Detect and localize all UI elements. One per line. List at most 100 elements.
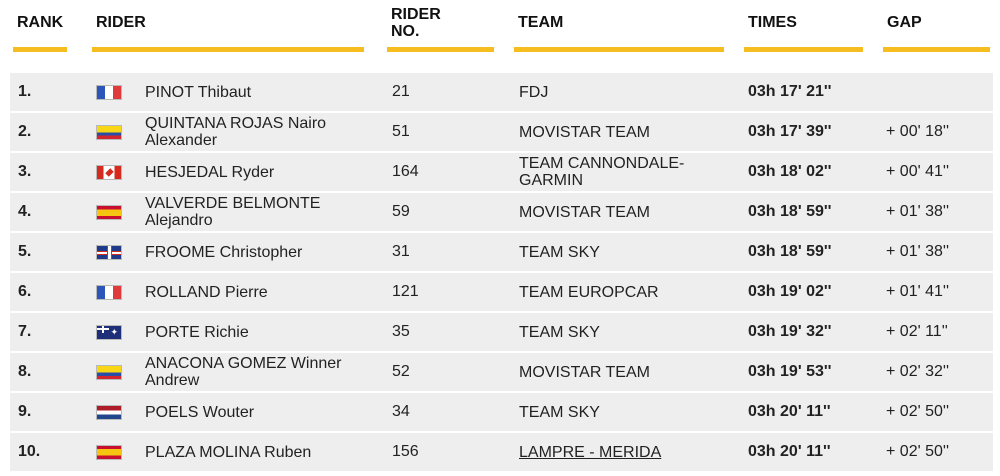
- rider-name[interactable]: ANACONA GOMEZ Winner Andrew: [145, 355, 342, 389]
- table-row[interactable]: 8. ANACONA GOMEZ Winner Andrew 52 MOVIST…: [10, 353, 993, 391]
- team-name[interactable]: TEAM SKY: [519, 323, 600, 341]
- rider-number: 52: [392, 363, 410, 380]
- rank-cell: 5.: [18, 243, 32, 260]
- table-header: RANK RIDER RIDER NO. TEAM TIMES GAP: [0, 0, 1000, 58]
- flag-cell: [96, 273, 122, 311]
- ranking-rows: 1. PINOT Thibaut 21 FDJ 03h 17' 21'' 2. …: [10, 73, 993, 473]
- gap-cell: + 02' 32'': [886, 363, 949, 380]
- header-rider-no-underline: [387, 47, 494, 52]
- header-rider[interactable]: RIDER: [92, 0, 364, 58]
- rider-number: 51: [392, 123, 410, 140]
- rider-name[interactable]: POELS Wouter: [145, 403, 255, 421]
- rider-name[interactable]: FROOME Christopher: [145, 243, 303, 261]
- time-cell: 03h 20' 11'': [748, 443, 831, 460]
- netherlands-flag-icon: [96, 404, 122, 420]
- rider-name[interactable]: PLAZA MOLINA Ruben: [145, 443, 312, 461]
- time-cell: 03h 19' 32'': [748, 323, 832, 340]
- rider-number: 156: [392, 443, 419, 460]
- header-rank-underline: [13, 47, 67, 52]
- header-team-label: TEAM: [518, 14, 564, 31]
- team-name[interactable]: MOVISTAR TEAM: [519, 123, 650, 141]
- uk-flag-icon: [96, 244, 122, 260]
- team-name[interactable]: FDJ: [519, 83, 549, 101]
- table-row[interactable]: 7. PORTE Richie 35 TEAM SKY 03h 19' 32''…: [10, 313, 993, 351]
- rider-name[interactable]: VALVERDE BELMONTE Alejandro: [145, 195, 321, 229]
- france-flag-icon: [96, 284, 122, 300]
- team-name[interactable]: TEAM EUROPCAR: [519, 283, 659, 301]
- flag-cell: [96, 313, 122, 351]
- spain-flag-icon: [96, 204, 122, 220]
- table-row[interactable]: 4. VALVERDE BELMONTE Alejandro 59 MOVIST…: [10, 193, 993, 231]
- time-cell: 03h 18' 02'': [748, 163, 832, 180]
- time-cell: 03h 18' 59'': [748, 203, 832, 220]
- header-rider-underline: [92, 47, 364, 52]
- rank-cell: 9.: [18, 403, 32, 420]
- header-rider-label: RIDER: [96, 14, 146, 31]
- flag-cell: [96, 113, 122, 151]
- team-name[interactable]: MOVISTAR TEAM: [519, 203, 650, 221]
- table-row[interactable]: 2. QUINTANA ROJAS Nairo Alexander 51 MOV…: [10, 113, 993, 151]
- header-rank-label: RANK: [17, 14, 64, 31]
- header-gap[interactable]: GAP: [883, 0, 990, 58]
- rank-cell: 4.: [18, 203, 32, 220]
- rank-cell: 6.: [18, 283, 32, 300]
- flag-cell: [96, 393, 122, 431]
- table-row[interactable]: 6. ROLLAND Pierre 121 TEAM EUROPCAR 03h …: [10, 273, 993, 311]
- team-link[interactable]: LAMPRE - MERIDA: [519, 433, 719, 471]
- rider-name[interactable]: PORTE Richie: [145, 323, 249, 341]
- time-cell: 03h 19' 53'': [748, 363, 832, 380]
- team-link-label[interactable]: LAMPRE - MERIDA: [519, 443, 662, 461]
- header-times-label: TIMES: [748, 14, 797, 31]
- rider-number: 121: [392, 283, 419, 300]
- time-cell: 03h 17' 21'': [748, 83, 832, 100]
- rider-number: 34: [392, 403, 410, 420]
- table-row[interactable]: 5. FROOME Christopher 31 TEAM SKY 03h 18…: [10, 233, 993, 271]
- header-team-underline: [514, 47, 724, 52]
- team-name[interactable]: TEAM CANNONDALE-GARMIN: [519, 155, 685, 189]
- table-row[interactable]: 1. PINOT Thibaut 21 FDJ 03h 17' 21'': [10, 73, 993, 111]
- table-row[interactable]: 3. HESJEDAL Ryder 164 TEAM CANNONDALE-GA…: [10, 153, 993, 191]
- rider-number: 59: [392, 203, 410, 220]
- rank-cell: 3.: [18, 163, 32, 180]
- rider-number: 164: [392, 163, 419, 180]
- rank-cell: 8.: [18, 363, 32, 380]
- flag-cell: [96, 153, 122, 191]
- rank-cell: 2.: [18, 123, 32, 140]
- rider-name[interactable]: ROLLAND Pierre: [145, 283, 268, 301]
- header-team[interactable]: TEAM: [514, 0, 724, 58]
- flag-cell: [96, 353, 122, 391]
- rank-cell: 10.: [18, 443, 41, 460]
- rider-name[interactable]: HESJEDAL Ryder: [145, 163, 275, 181]
- gap-cell: + 02' 11'': [886, 323, 948, 340]
- table-row[interactable]: 9. POELS Wouter 34 TEAM SKY 03h 20' 11''…: [10, 393, 993, 431]
- gap-cell: + 00' 18'': [886, 123, 949, 140]
- flag-cell: [96, 193, 122, 231]
- team-name[interactable]: MOVISTAR TEAM: [519, 363, 650, 381]
- france-flag-icon: [96, 84, 122, 100]
- rider-name[interactable]: PINOT Thibaut: [145, 83, 252, 101]
- gap-cell: + 01' 38'': [886, 203, 949, 220]
- rank-cell: 7.: [18, 323, 32, 340]
- header-gap-label: GAP: [887, 14, 922, 31]
- header-gap-underline: [883, 47, 990, 52]
- flag-cell: [96, 433, 122, 471]
- australia-flag-icon: [96, 324, 122, 340]
- header-rank[interactable]: RANK: [13, 0, 67, 58]
- colombia-flag-icon: [96, 364, 122, 380]
- header-times[interactable]: TIMES: [744, 0, 863, 58]
- rider-name[interactable]: QUINTANA ROJAS Nairo Alexander: [145, 115, 327, 149]
- flag-cell: [96, 73, 122, 111]
- rank-cell: 1.: [18, 83, 32, 100]
- rider-number: 21: [392, 83, 410, 100]
- gap-cell: + 01' 38'': [886, 243, 949, 260]
- rider-number: 35: [392, 323, 410, 340]
- header-times-underline: [744, 47, 863, 52]
- flag-cell: [96, 233, 122, 271]
- team-name[interactable]: TEAM SKY: [519, 403, 600, 421]
- team-name[interactable]: TEAM SKY: [519, 243, 600, 261]
- time-cell: 03h 18' 59'': [748, 243, 832, 260]
- table-row[interactable]: 10. PLAZA MOLINA Ruben 156 LAMPRE - MERI…: [10, 433, 993, 471]
- time-cell: 03h 20' 11'': [748, 403, 831, 420]
- rider-number: 31: [392, 243, 410, 260]
- header-rider-no[interactable]: RIDER NO.: [387, 0, 494, 58]
